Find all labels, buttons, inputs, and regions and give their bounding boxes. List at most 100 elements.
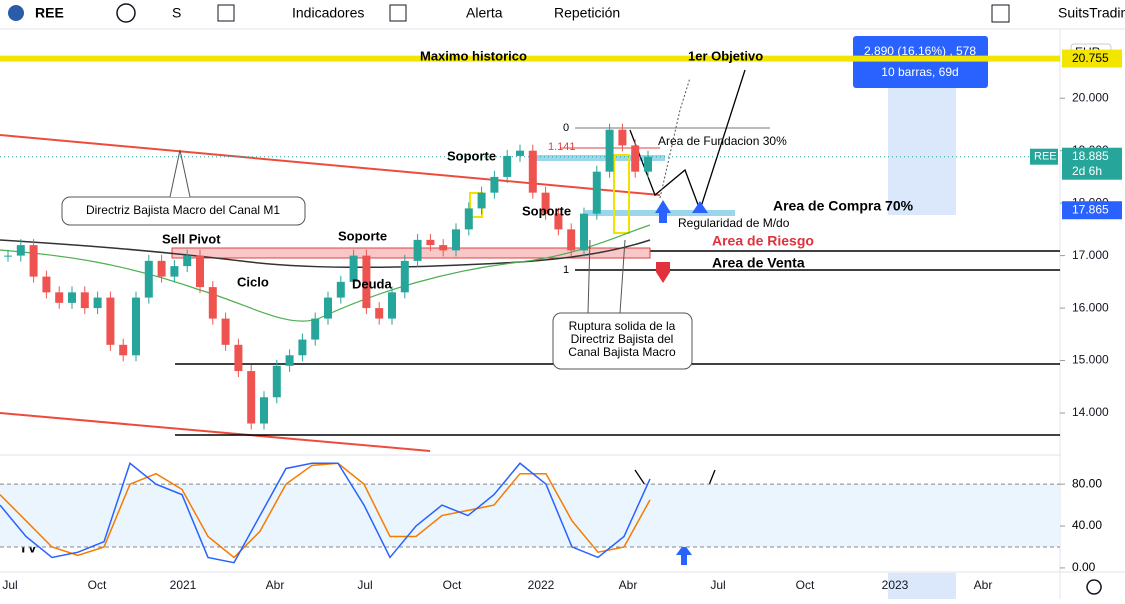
candle: [375, 308, 384, 319]
annotation: Soporte: [522, 203, 571, 218]
osc-line: [0, 461, 651, 564]
candle: [388, 292, 396, 319]
candle: [452, 229, 460, 251]
chart-type[interactable]: [217, 4, 235, 22]
annotation: Soporte: [338, 228, 387, 243]
callout-text: Canal Bajista Macro: [568, 345, 676, 359]
annotation: Soporte: [447, 148, 496, 163]
x-tick-label: Abr: [974, 578, 993, 592]
annotation: Ciclo: [237, 274, 269, 289]
y-tick-label: 20.000: [1072, 90, 1109, 104]
candle: [247, 371, 256, 424]
candle: [426, 239, 435, 246]
candle: [29, 245, 38, 277]
candle: [260, 397, 268, 424]
candle: [605, 129, 614, 172]
measure-text: 2.890 (16.16%) , 578: [864, 44, 976, 58]
candle: [93, 297, 102, 309]
annotation: Regularidad de M/do: [678, 216, 790, 230]
candle: [106, 297, 115, 345]
candle: [55, 292, 64, 303]
interval[interactable]: S: [172, 5, 181, 21]
candle: [528, 150, 537, 193]
annotation: 0: [563, 122, 569, 134]
candle: [516, 150, 524, 156]
y-tick-label: 15.000: [1072, 353, 1109, 367]
suits[interactable]: SuitsTradin: [1058, 5, 1125, 21]
candle: [477, 192, 486, 209]
time-highlight: [888, 573, 956, 599]
candle: [132, 297, 140, 356]
candle: [644, 156, 652, 172]
candle: [272, 365, 281, 398]
alert[interactable]: Alerta: [466, 5, 503, 21]
price-label: 17.865: [1072, 202, 1109, 216]
candle: [541, 192, 550, 214]
candle: [80, 292, 89, 309]
candle: [592, 171, 601, 214]
add-icon[interactable]: [116, 3, 136, 23]
candle: [208, 287, 217, 319]
candle: [631, 145, 640, 172]
x-tick-label: Oct: [443, 578, 462, 592]
candle: [157, 260, 166, 277]
x-tick-label: Abr: [619, 578, 638, 592]
y-tick-label: 17.000: [1072, 248, 1109, 262]
fullscreen[interactable]: [991, 4, 1010, 23]
candle: [580, 213, 588, 251]
candle: [119, 344, 128, 356]
annotation: Area de Riesgo: [712, 233, 814, 249]
candle: [464, 208, 473, 230]
candle: [439, 245, 448, 251]
annotation: Maximo historico: [420, 48, 527, 63]
candle: [16, 245, 25, 256]
x-tick-label: Jul: [2, 578, 17, 592]
annotation: 1.141: [548, 141, 576, 153]
candle: [298, 339, 307, 356]
price-tag: [1062, 147, 1122, 180]
candle: [68, 292, 76, 303]
channel-line: [0, 412, 431, 452]
annotation: Sell Pivot: [162, 231, 221, 246]
toolbar: [0, 0, 1125, 29]
y-tick-label: 0.00: [1072, 560, 1096, 574]
price-label: 18.885: [1072, 149, 1109, 163]
candle: [400, 260, 409, 293]
candle: [221, 318, 230, 345]
annotation: Directriz Bajista Macro del Canal M1: [86, 203, 280, 217]
x-tick-label: 2022: [528, 578, 555, 592]
osc-line: [0, 462, 651, 559]
x-tick-label: Oct: [796, 578, 815, 592]
templates[interactable]: [389, 4, 407, 22]
annotation: 1er Objetivo: [688, 48, 763, 63]
candle: [362, 255, 371, 309]
x-tick-label: Abr: [266, 578, 285, 592]
candle: [554, 213, 563, 230]
x-tick-label: 2021: [170, 578, 197, 592]
y-tick-label: 40.00: [1072, 518, 1102, 532]
annotation: 1: [563, 264, 569, 276]
osc-band: [0, 484, 1060, 547]
countdown: 2d 6h: [1072, 164, 1102, 178]
x-tick-label: 2023: [882, 578, 909, 592]
symbol-icon[interactable]: [8, 5, 24, 21]
candle: [285, 355, 294, 366]
candle: [503, 155, 512, 177]
candle: [413, 239, 422, 261]
candle: [349, 255, 358, 282]
measure-box: [853, 36, 988, 88]
candle: [490, 176, 499, 193]
price-tag: [1062, 49, 1122, 68]
candle: [144, 260, 153, 298]
replay[interactable]: Repetición: [554, 5, 620, 21]
candle: [618, 129, 627, 146]
x-tick-label: Jul: [357, 578, 372, 592]
price-label: 20.755: [1072, 51, 1109, 65]
indicators[interactable]: Indicadores: [292, 5, 364, 21]
candle: [324, 297, 332, 319]
symbol-tag: [1030, 148, 1058, 165]
symbol[interactable]: REE: [35, 5, 64, 21]
annotation: Area de Fundacion 30%: [658, 134, 787, 148]
